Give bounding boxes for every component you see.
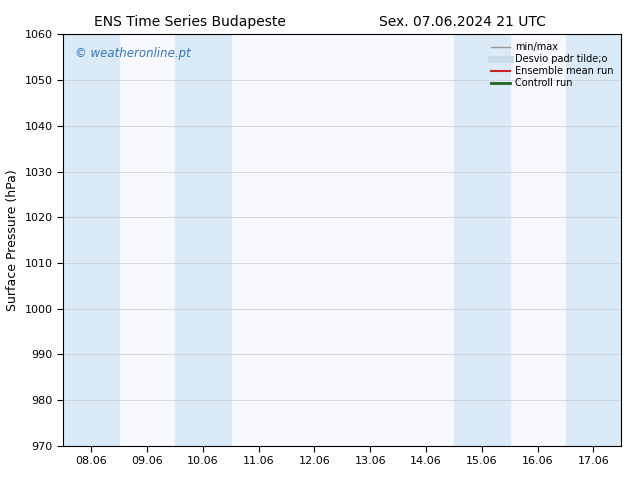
Bar: [454, 34, 510, 446]
Y-axis label: Surface Pressure (hPa): Surface Pressure (hPa): [6, 169, 19, 311]
Bar: [566, 34, 621, 446]
Text: © weatheronline.pt: © weatheronline.pt: [75, 47, 190, 60]
Text: Sex. 07.06.2024 21 UTC: Sex. 07.06.2024 21 UTC: [379, 15, 547, 29]
Bar: [63, 34, 119, 446]
Legend: min/max, Desvio padr tilde;o, Ensemble mean run, Controll run: min/max, Desvio padr tilde;o, Ensemble m…: [488, 39, 616, 91]
Bar: [175, 34, 231, 446]
Text: ENS Time Series Budapeste: ENS Time Series Budapeste: [94, 15, 286, 29]
